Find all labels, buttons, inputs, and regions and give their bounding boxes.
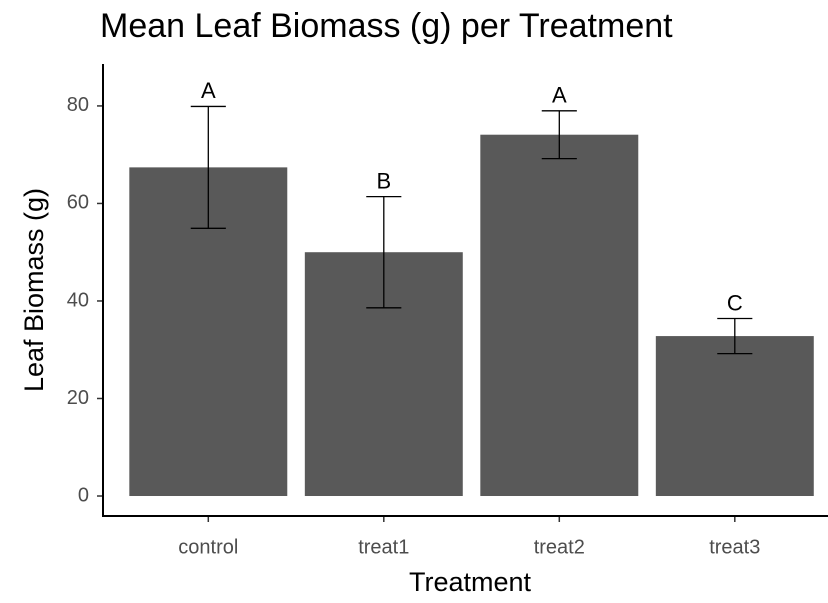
y-tick-label: 80 <box>67 94 89 116</box>
error-bar <box>366 195 402 309</box>
bar <box>480 134 639 497</box>
annotation: C <box>727 290 743 315</box>
y-tick-label: 20 <box>67 387 89 409</box>
annotation: A <box>201 78 216 103</box>
x-tick-label: control <box>178 536 238 558</box>
error-bar <box>190 105 226 229</box>
annotation: A <box>552 83 567 108</box>
y-tick-label: 0 <box>78 484 89 506</box>
x-tick-label: treat3 <box>709 536 760 558</box>
x-axis-label: Treatment <box>409 567 532 597</box>
bar <box>655 336 814 497</box>
y-tick-label: 60 <box>67 192 89 214</box>
chart-title: Mean Leaf Biomass (g) per Treatment <box>100 7 673 45</box>
y-axis-label: Leaf Biomass (g) <box>19 188 49 392</box>
x-tick-label: treat2 <box>534 536 585 558</box>
error-bar <box>717 317 753 355</box>
error-bar <box>541 110 577 160</box>
x-tick-label: treat1 <box>358 536 409 558</box>
y-tick-label: 40 <box>67 289 89 311</box>
annotation: B <box>376 168 391 193</box>
